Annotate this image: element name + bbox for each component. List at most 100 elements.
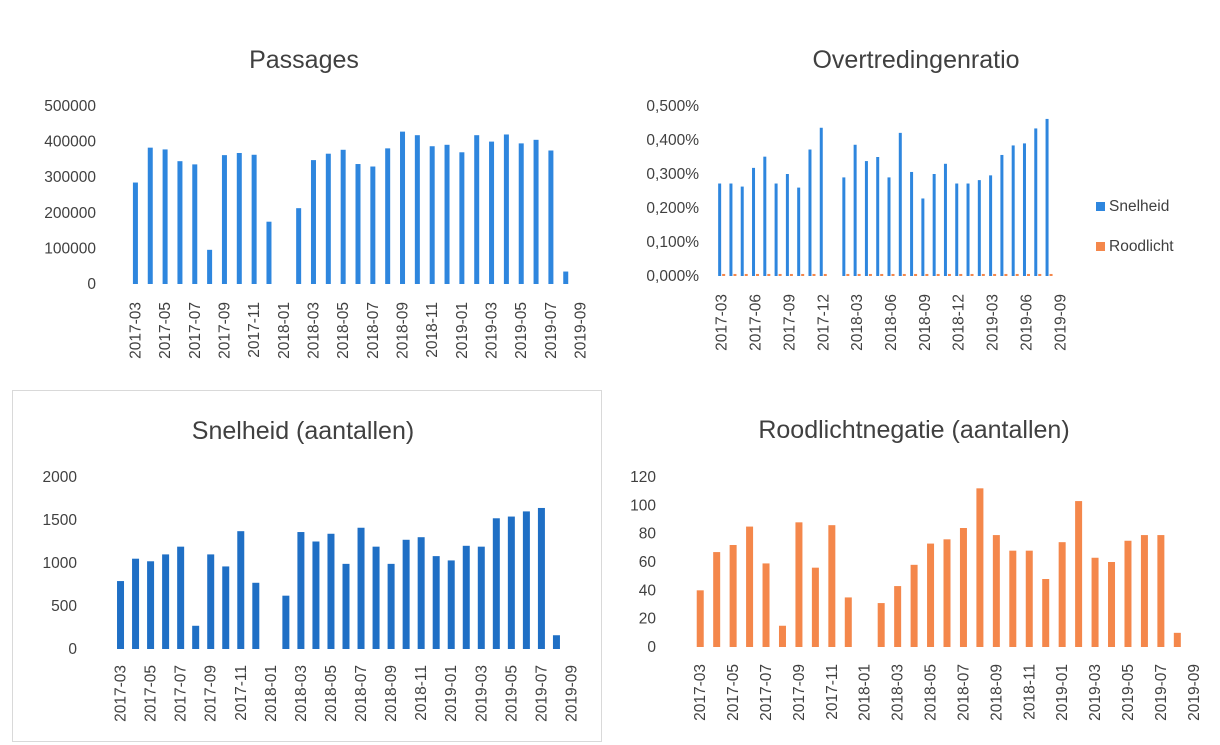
bar (402, 539, 410, 649)
x-tick-label: 2018-07 (955, 664, 972, 721)
bar (740, 186, 744, 276)
bar (474, 135, 480, 284)
x-tick-label: 2019-05 (1120, 664, 1137, 721)
chart-snelheid-panel: Snelheid (aantallen) 2000 1500 1000 500 0 2017… (12, 390, 602, 742)
bar (177, 161, 183, 284)
bar (902, 273, 906, 276)
bar (722, 273, 726, 276)
x-tick-label: 2019-03 (484, 302, 501, 359)
bar (177, 546, 185, 649)
y-tick-label: 2000 (43, 469, 78, 486)
x-tick-label: 2018-09 (917, 294, 934, 351)
x-tick-label: 2018-07 (365, 302, 382, 359)
bar (936, 273, 940, 276)
bar (894, 586, 902, 647)
bar (823, 273, 827, 276)
bar (462, 545, 470, 649)
x-tick-label: 2017-05 (143, 665, 160, 722)
x-tick-label: 2017-09 (781, 294, 798, 351)
y-tick-label: 0 (68, 641, 77, 658)
bar (477, 546, 485, 649)
bar (713, 552, 721, 647)
bar (762, 563, 770, 647)
bar (1022, 143, 1026, 276)
x-tick-label: 2017-09 (203, 665, 220, 722)
bar (943, 163, 947, 276)
bar (947, 273, 951, 276)
bar (282, 595, 290, 649)
y-tick-label: 80 (639, 526, 657, 543)
bar (162, 149, 168, 284)
bar (774, 183, 778, 276)
bar (993, 273, 997, 276)
x-tick-label: 2017-11 (824, 664, 841, 720)
x-tick-label: 2019-09 (1052, 294, 1069, 351)
bar (696, 590, 704, 647)
bar (1049, 273, 1053, 276)
y-tick-label: 20 (639, 611, 657, 628)
bar (340, 149, 346, 284)
bar (756, 273, 760, 276)
x-tick-label: 2019-01 (454, 302, 471, 359)
y-tick-label: 40 (639, 582, 657, 599)
bar (880, 273, 884, 276)
bar (959, 528, 967, 647)
x-tick-label: 2019-07 (543, 302, 560, 359)
bar (325, 153, 331, 284)
bar (1124, 540, 1132, 647)
y-tick-label: 0,100% (646, 234, 699, 251)
bar (992, 535, 1000, 647)
bar (444, 144, 450, 284)
bar (221, 155, 227, 284)
bar (237, 531, 245, 649)
bar (1011, 145, 1015, 276)
bar (492, 518, 500, 649)
bar (1009, 550, 1017, 647)
bar (1000, 154, 1004, 276)
y-tick-label: 500000 (44, 98, 96, 115)
x-tick-label: 2019-07 (1153, 664, 1170, 721)
bar (970, 273, 974, 276)
y-tick-label: 1000 (43, 555, 78, 572)
bar (1045, 118, 1049, 276)
bar (746, 526, 754, 647)
x-tick-label: 2019-03 (985, 294, 1002, 351)
x-tick-label: 2019-05 (503, 665, 520, 722)
bar (1157, 535, 1165, 647)
x-tick-label: 2019-01 (443, 665, 460, 722)
chart-snelheid: Snelheid (aantallen) 2000 1500 1000 500 0 2017… (43, 417, 581, 722)
bar (801, 273, 805, 276)
bar (417, 537, 425, 649)
chart-title: Snelheid (aantallen) (192, 417, 414, 445)
bar (1108, 562, 1116, 647)
bar (846, 273, 850, 276)
x-tick-label: 2017-07 (173, 665, 190, 722)
bar (891, 273, 895, 276)
bar (876, 157, 880, 276)
bar (132, 558, 140, 649)
chart-roodlicht-panel: Roodlichtnegatie (aantallen) 120 100 80 60 40… (606, 390, 1214, 742)
x-tick-label: 2017-11 (246, 302, 263, 358)
bar (414, 135, 420, 284)
bar (1025, 550, 1033, 647)
bar (819, 127, 823, 276)
bar (828, 525, 836, 647)
bar (976, 488, 984, 647)
bar (385, 148, 391, 284)
x-tick-label: 2019-09 (563, 665, 580, 722)
bar (192, 625, 200, 649)
bar (966, 183, 970, 276)
x-tick-label: 2018-03 (849, 294, 866, 351)
bar (207, 554, 215, 649)
bar (222, 566, 230, 649)
bar (811, 567, 819, 647)
legend-swatch (1096, 202, 1105, 211)
chart-passages-panel: Passages 500000 400000 300000 200000 100000 0 2… (8, 12, 600, 384)
x-tick-label: 2018-05 (335, 302, 352, 359)
bar (989, 175, 993, 276)
bar (1004, 273, 1008, 276)
bar (943, 539, 951, 647)
bar (729, 183, 733, 276)
x-tick-label: 2019-06 (1018, 294, 1035, 351)
bar (355, 164, 361, 284)
